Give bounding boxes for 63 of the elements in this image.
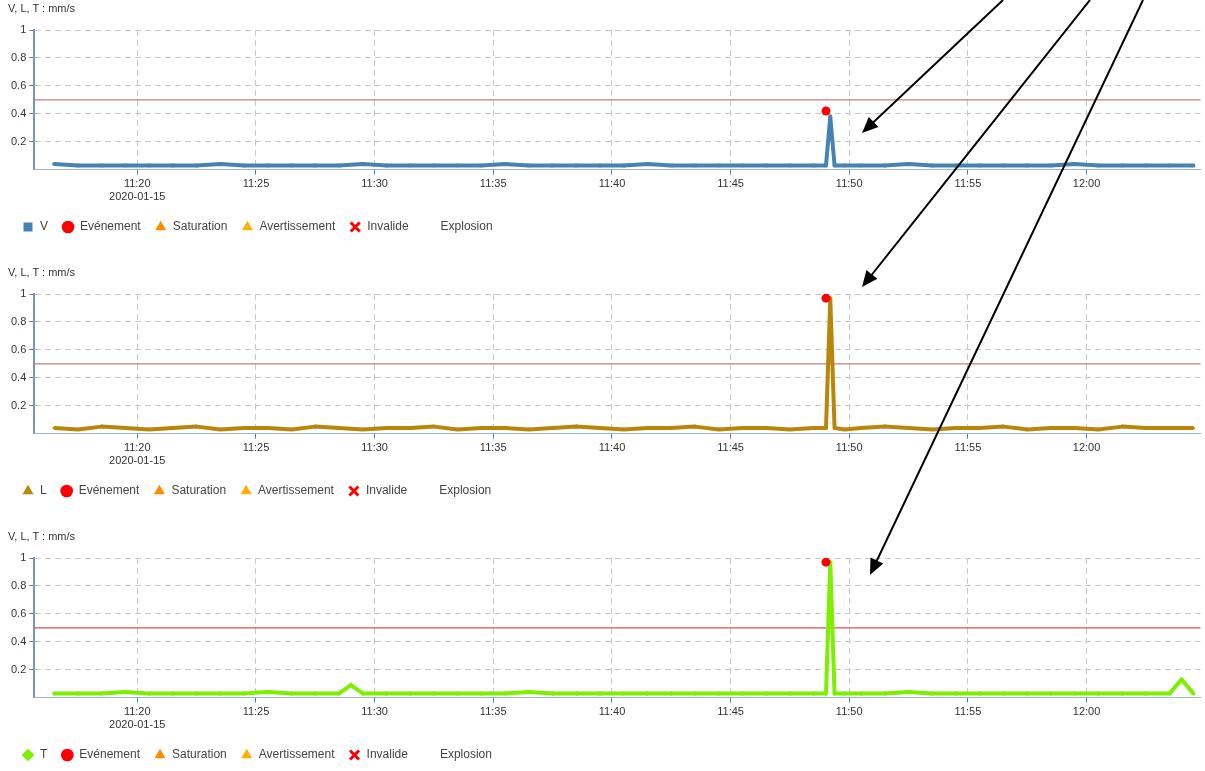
x-tick-label: 11:55 [954,705,982,718]
y-tick-label: 0.4 [10,634,27,647]
x-tick-label: 11:55 [954,441,982,454]
y-tick-label: 0.6 [10,342,27,355]
legend-label: Avertissement [258,483,335,498]
x-tick-label: 11:45 [717,177,744,190]
x-tick-label: 11:40 [598,177,626,190]
legend-label: V [40,219,49,234]
legend-label: Evénement [78,483,141,498]
x-tick-label: 11:30 [361,441,388,454]
y-tick-label: 0.8 [10,314,27,327]
x-tick-label: 11:45 [717,441,744,454]
x-tick-label: 11:30 [361,177,388,190]
x-tick-label: 11:50 [835,705,863,718]
x-tick-label: 12:00 [1072,705,1101,718]
legend-label: Avertissement [259,219,336,234]
y-tick-label: 0.6 [10,78,27,91]
legend-label: Evénement [80,219,142,234]
y-tick-label: 1 [20,287,27,300]
x-tick-label: 11:50 [835,441,863,454]
y-tick-label: 0.8 [10,50,27,63]
y-axis-title: V, L, T : mm/s [8,265,76,278]
legend-label: T [40,747,48,762]
legend-label: Invalide [366,747,409,762]
y-tick-label: 0.4 [10,370,27,383]
legend-label: Avertissement [258,747,336,762]
text: Explosion [439,483,492,498]
x-tick-label: 11:25 [242,441,270,454]
legend-label: Saturation [172,747,227,762]
x-tick-label: 12:00 [1072,441,1101,454]
legend-label: Saturation [172,219,228,234]
x-tick-label: 11:30 [361,705,388,718]
y-tick-label: 0.4 [10,106,27,119]
x-tick-label: 11:20 2020-01-15 [109,441,166,467]
y-axis-title: V, L, T : mm/s [8,1,76,14]
legend-label: L [40,483,47,498]
y-tick-label: 0.8 [10,578,27,591]
y-axis-title: V, L, T : mm/s [8,529,76,542]
y-tick-label: 0.2 [10,134,27,147]
x-tick-label: 11:35 [479,441,507,454]
x-tick-label: 11:40 [598,441,626,454]
y-tick-label: 1 [20,551,27,564]
y-tick-label: 0.2 [10,398,27,411]
x-tick-label: 11:45 [717,705,744,718]
x-tick-label: 11:40 [598,705,626,718]
x-tick-label: 11:50 [835,177,863,190]
y-tick-label: 0.6 [10,606,27,619]
y-tick-label: 1 [20,23,27,36]
text: Explosion [440,219,493,234]
x-tick-label: 12:00 [1072,177,1101,190]
x-tick-label: 11:20 2020-01-15 [109,177,166,203]
x-tick-label: 11:35 [479,177,507,190]
x-tick-label: 11:55 [954,177,982,190]
x-tick-label: 11:25 [242,705,270,718]
legend-label: Evénement [79,747,141,762]
legend-label: Invalide [367,219,409,234]
legend-label: Saturation [171,483,227,498]
text: Explosion [439,747,492,762]
y-tick-label: 0.2 [10,662,27,675]
x-tick-label: 11:35 [479,705,507,718]
legend-label: Invalide [365,483,408,498]
x-tick-label: 11:25 [242,177,270,190]
x-tick-label: 11:20 2020-01-15 [109,705,166,731]
